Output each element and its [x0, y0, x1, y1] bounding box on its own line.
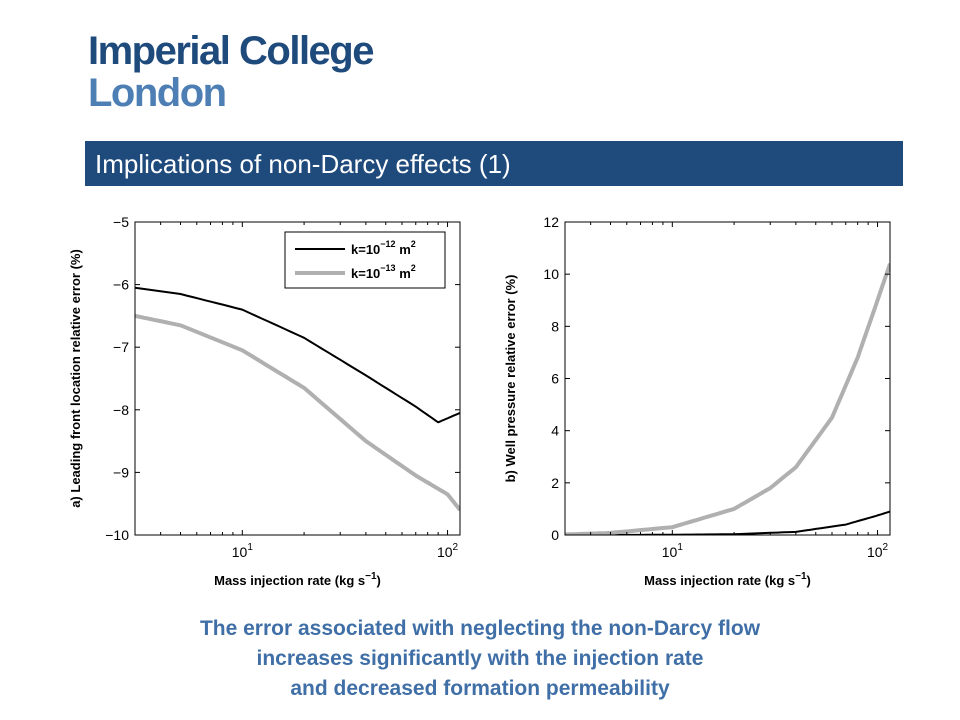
y-tick-label: 4 [551, 423, 559, 439]
x-tick-label: 102 [867, 542, 889, 560]
y-tick-label: −5 [113, 214, 129, 230]
x-tick-base: 10 [662, 544, 678, 560]
legend-label-exponent: −12 [380, 239, 395, 249]
y-axis-label: b) Well pressure relative error (%) [503, 275, 518, 483]
y-tick-label: −6 [113, 277, 129, 293]
x-axis-label-exponent: −1 [365, 571, 377, 582]
x-axis-label: Mass injection rate (kg s−1) [644, 571, 811, 588]
imperial-college-logo: Imperial College London [88, 29, 374, 115]
x-tick-base: 10 [867, 544, 883, 560]
plot-frame [134, 221, 461, 536]
x-tick-label: 102 [437, 542, 459, 560]
legend-label-1: k=10−12 m2 [351, 239, 416, 257]
x-axis-label-text: Mass injection rate (kg s [644, 573, 795, 588]
slide-title: Implications of non-Darcy effects (1) [95, 149, 511, 179]
y-tick-label: −10 [105, 527, 129, 543]
legend-label-2: k=10−13 m2 [351, 263, 416, 281]
y-tick-label: −9 [113, 464, 129, 480]
x-tick-label: 101 [662, 542, 684, 560]
legend-label-base: k=10 [351, 266, 380, 281]
plot-frame [564, 221, 891, 536]
series-line-2 [565, 263, 890, 535]
y-tick-label: −7 [113, 339, 129, 355]
x-axis-label-close: ) [377, 573, 381, 588]
x-tick-exponent: 1 [247, 542, 253, 553]
legend-box [284, 231, 446, 289]
x-axis-label-exponent: −1 [795, 571, 807, 582]
caption-line-3: and decreased formation permeability [290, 677, 670, 700]
slide-title-bar: Implications of non-Darcy effects (1) [85, 141, 903, 186]
legend-label-unit: m [396, 266, 411, 281]
y-tick-label: 0 [551, 527, 559, 543]
y-tick-label: 2 [551, 475, 559, 491]
legend-label-unit-exponent: 2 [411, 239, 416, 249]
y-tick-label: 10 [543, 266, 559, 282]
legend-label-unit-exponent: 2 [411, 263, 416, 273]
logo-line-1: Imperial College [88, 29, 374, 73]
x-tick-exponent: 2 [883, 542, 889, 553]
y-tick-label: 12 [543, 214, 559, 230]
series-line-1 [135, 286, 460, 424]
caption-line-2: increases significantly with the injecti… [256, 647, 704, 670]
y-tick-label: 8 [551, 318, 559, 334]
x-tick-exponent: 1 [677, 542, 683, 553]
x-tick-base: 10 [437, 544, 453, 560]
legend-label-unit: m [396, 242, 411, 257]
x-tick-label: 101 [232, 542, 254, 560]
legend-label-base: k=10 [351, 242, 380, 257]
x-axis-label-close: ) [807, 573, 811, 588]
legend-label-exponent: −13 [380, 263, 395, 273]
y-tick-label: −8 [113, 402, 129, 418]
logo-line-2: London [88, 71, 227, 115]
x-tick-exponent: 2 [453, 542, 459, 553]
x-tick-base: 10 [232, 544, 248, 560]
y-tick-label: 6 [551, 371, 559, 387]
slide-caption: The error associated with neglecting the… [0, 614, 960, 704]
caption-line-1: The error associated with neglecting the… [199, 617, 761, 640]
x-axis-label: Mass injection rate (kg s−1) [214, 571, 381, 588]
series-line-2 [135, 313, 460, 512]
y-axis-label: a) Leading front location relative error… [68, 249, 83, 508]
x-axis-label-text: Mass injection rate (kg s [214, 573, 365, 588]
